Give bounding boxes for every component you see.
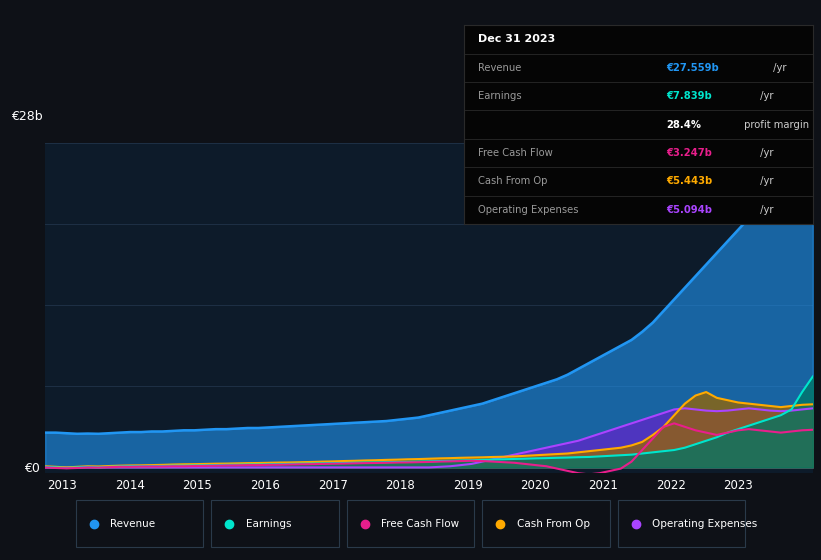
Text: 28.4%: 28.4%	[667, 120, 701, 129]
Text: Dec 31 2023: Dec 31 2023	[478, 34, 555, 44]
Text: Cash From Op: Cash From Op	[478, 176, 548, 186]
Text: €5.094b: €5.094b	[667, 205, 713, 215]
Text: Revenue: Revenue	[110, 519, 155, 529]
Text: €7.839b: €7.839b	[667, 91, 712, 101]
FancyBboxPatch shape	[76, 500, 203, 547]
Text: /yr: /yr	[757, 176, 773, 186]
FancyBboxPatch shape	[347, 500, 475, 547]
Text: Cash From Op: Cash From Op	[517, 519, 589, 529]
Text: €5.443b: €5.443b	[667, 176, 713, 186]
Text: €3.247b: €3.247b	[667, 148, 712, 158]
Text: /yr: /yr	[757, 148, 773, 158]
Text: €27.559b: €27.559b	[667, 63, 719, 73]
Text: Earnings: Earnings	[478, 91, 521, 101]
Text: Revenue: Revenue	[478, 63, 521, 73]
Text: profit margin: profit margin	[741, 120, 810, 129]
FancyBboxPatch shape	[482, 500, 609, 547]
Text: Earnings: Earnings	[245, 519, 291, 529]
Text: Free Cash Flow: Free Cash Flow	[478, 148, 553, 158]
FancyBboxPatch shape	[212, 500, 338, 547]
Text: /yr: /yr	[757, 205, 773, 215]
Text: €28b: €28b	[11, 110, 42, 123]
FancyBboxPatch shape	[617, 500, 745, 547]
Text: /yr: /yr	[769, 63, 786, 73]
Text: /yr: /yr	[757, 91, 773, 101]
Text: Operating Expenses: Operating Expenses	[478, 205, 578, 215]
Text: Operating Expenses: Operating Expenses	[653, 519, 758, 529]
Text: Free Cash Flow: Free Cash Flow	[381, 519, 460, 529]
